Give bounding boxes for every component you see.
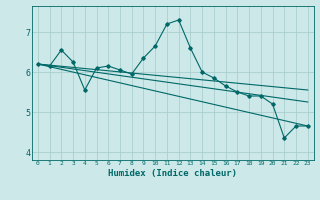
X-axis label: Humidex (Indice chaleur): Humidex (Indice chaleur): [108, 169, 237, 178]
